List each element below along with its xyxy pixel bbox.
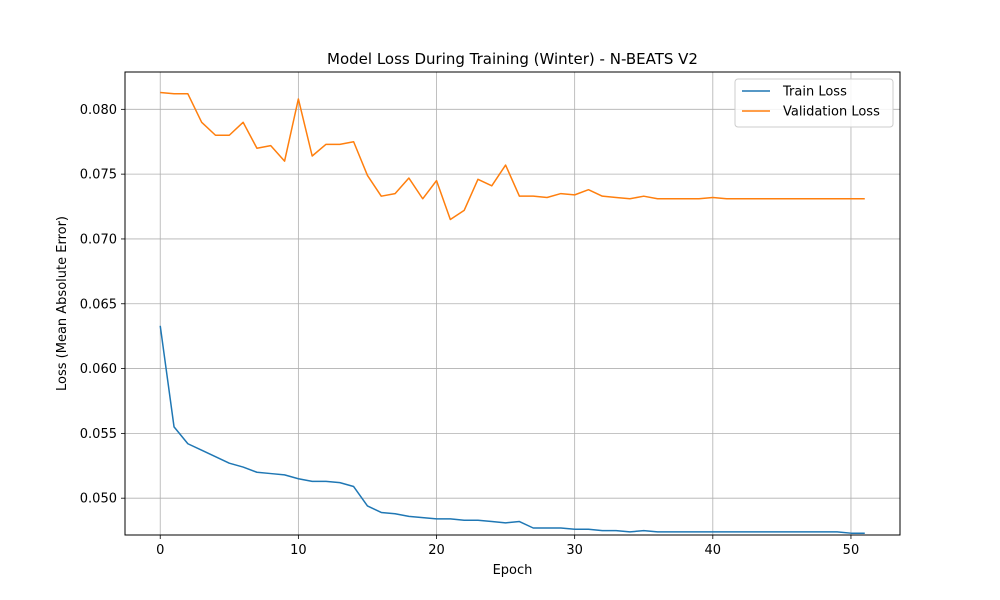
data-lines: [159, 91, 865, 534]
ticks: 0 10 20 30 40 50 0.050 0.055 0.060 0.065 0.070 0.07…: [80, 103, 859, 558]
y-axis-label: Loss (Mean Absolute Error): [55, 216, 70, 391]
x-tick-label: 50: [843, 543, 860, 558]
y-tick-label: 0.055: [80, 427, 117, 442]
legend-label-train-loss: Train Loss: [782, 85, 847, 100]
y-tick-label: 0.065: [80, 297, 117, 312]
y-tick-label: 0.050: [80, 492, 117, 507]
legend: Train Loss Validation Loss: [734, 78, 894, 128]
grid: [125, 72, 900, 535]
legend-label-validation-loss: Validation Loss: [783, 105, 880, 120]
y-tick-label: 0.075: [80, 168, 117, 183]
x-tick-label: 40: [705, 543, 722, 558]
x-tick-label: 0: [156, 543, 164, 558]
y-tick-label: 0.060: [80, 362, 117, 377]
y-tick-label: 0.080: [80, 103, 117, 118]
series-line-validation-loss: [160, 91, 865, 221]
x-tick-label: 10: [290, 543, 307, 558]
x-tick-label: 30: [566, 543, 583, 558]
x-axis-label: Epoch: [493, 563, 533, 578]
legend-box: [734, 78, 894, 128]
y-tick-label: 0.070: [80, 232, 117, 247]
x-tick-label: 20: [428, 543, 445, 558]
chart-title: Model Loss During Training (Winter) - N-…: [327, 50, 698, 68]
series-line-train-loss: [159, 325, 865, 534]
